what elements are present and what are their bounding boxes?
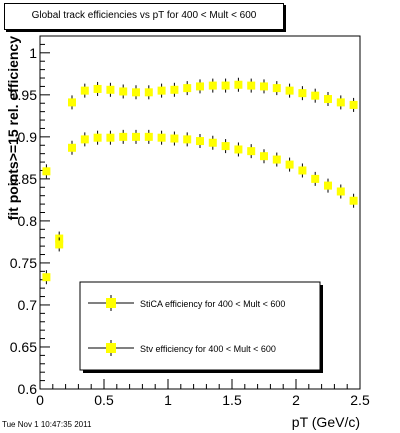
data-point-series-1 xyxy=(285,86,294,95)
legend-label: Stv efficiency for 400 < Mult < 600 xyxy=(140,344,276,354)
data-point-series-2 xyxy=(285,160,294,169)
data-point-series-2 xyxy=(119,132,128,141)
y-tick-label: 0.6 xyxy=(18,381,38,397)
data-point-series-2 xyxy=(298,166,307,175)
data-point-series-2 xyxy=(260,152,268,161)
chart-title-box: Global track efficiencies vs pT for 400 … xyxy=(4,3,284,30)
y-tick-label: 0.95 xyxy=(10,87,37,103)
data-point-series-1 xyxy=(336,98,345,107)
data-point-series-2 xyxy=(324,181,332,190)
data-point-series-1 xyxy=(260,82,268,91)
chart-title: Global track efficiencies vs pT for 400 … xyxy=(31,10,257,21)
x-tick-label: 0.5 xyxy=(94,392,114,408)
y-tick-label: 1 xyxy=(29,45,37,61)
data-point-series-1 xyxy=(42,273,51,282)
data-point-series-1 xyxy=(298,89,307,98)
legend-marker xyxy=(106,343,116,353)
data-point-series-1 xyxy=(349,100,358,109)
data-point-series-2 xyxy=(106,133,115,142)
timestamp-footer: Tue Nov 1 10:47:35 2011 xyxy=(2,420,92,429)
data-point-series-2 xyxy=(170,134,179,143)
x-tick-label: 0 xyxy=(36,392,44,408)
x-tick-label: 2 xyxy=(292,392,300,408)
y-tick-label: 0.65 xyxy=(10,339,37,355)
data-point-series-2 xyxy=(221,142,230,151)
y-tick-label: 0.9 xyxy=(18,129,38,145)
data-point-series-1 xyxy=(183,84,192,93)
data-point-series-2 xyxy=(234,145,243,154)
data-point-series-1 xyxy=(247,81,256,90)
data-point-series-2 xyxy=(208,138,217,147)
data-point-series-2 xyxy=(132,132,140,141)
y-tick-label: 0.85 xyxy=(10,171,37,187)
data-point-series-2 xyxy=(144,132,153,141)
data-point-series-2 xyxy=(157,133,166,142)
legend-label: StiCA efficiency for 400 < Mult < 600 xyxy=(140,299,285,309)
data-point-series-2 xyxy=(272,155,281,164)
y-tick-label: 0.7 xyxy=(18,297,38,313)
y-tick-label: 0.8 xyxy=(18,213,38,229)
x-tick-label: 1 xyxy=(164,392,172,408)
data-point-series-2 xyxy=(183,135,192,144)
data-point-series-1 xyxy=(106,85,115,94)
data-point-series-1 xyxy=(208,81,217,90)
legend-marker xyxy=(106,298,116,308)
data-point-series-2 xyxy=(247,147,256,156)
data-point-series-2 xyxy=(93,133,102,142)
data-point-series-2 xyxy=(311,174,320,183)
data-point-series-1 xyxy=(157,86,166,95)
data-point-series-2 xyxy=(68,143,76,152)
data-point-series-2 xyxy=(42,167,51,176)
x-tick-label: 1.5 xyxy=(222,392,242,408)
data-point-series-1 xyxy=(272,84,281,93)
x-axis-label: pT (GeV/c) xyxy=(292,414,360,430)
y-axis-label: fit points>=15 rel. efficiency xyxy=(5,36,21,221)
legend-box xyxy=(79,281,321,371)
data-point-series-1 xyxy=(234,80,243,89)
data-point-series-1 xyxy=(132,88,140,97)
data-point-series-1 xyxy=(311,91,320,100)
data-point-series-2 xyxy=(80,135,89,144)
data-point-series-2 xyxy=(196,137,204,146)
data-point-series-2 xyxy=(55,240,64,249)
data-point-series-2 xyxy=(336,187,345,196)
x-tick-label: 2.5 xyxy=(350,392,370,408)
data-point-series-1 xyxy=(324,95,332,104)
data-point-series-1 xyxy=(221,81,230,90)
data-point-series-1 xyxy=(196,82,204,91)
data-point-series-1 xyxy=(144,88,153,97)
data-point-series-1 xyxy=(68,98,76,107)
data-point-series-2 xyxy=(349,196,358,205)
data-point-series-1 xyxy=(80,86,89,95)
data-point-series-1 xyxy=(93,84,102,93)
data-point-series-1 xyxy=(170,85,179,94)
data-point-series-1 xyxy=(119,87,128,96)
y-tick-label: 0.75 xyxy=(10,255,37,271)
